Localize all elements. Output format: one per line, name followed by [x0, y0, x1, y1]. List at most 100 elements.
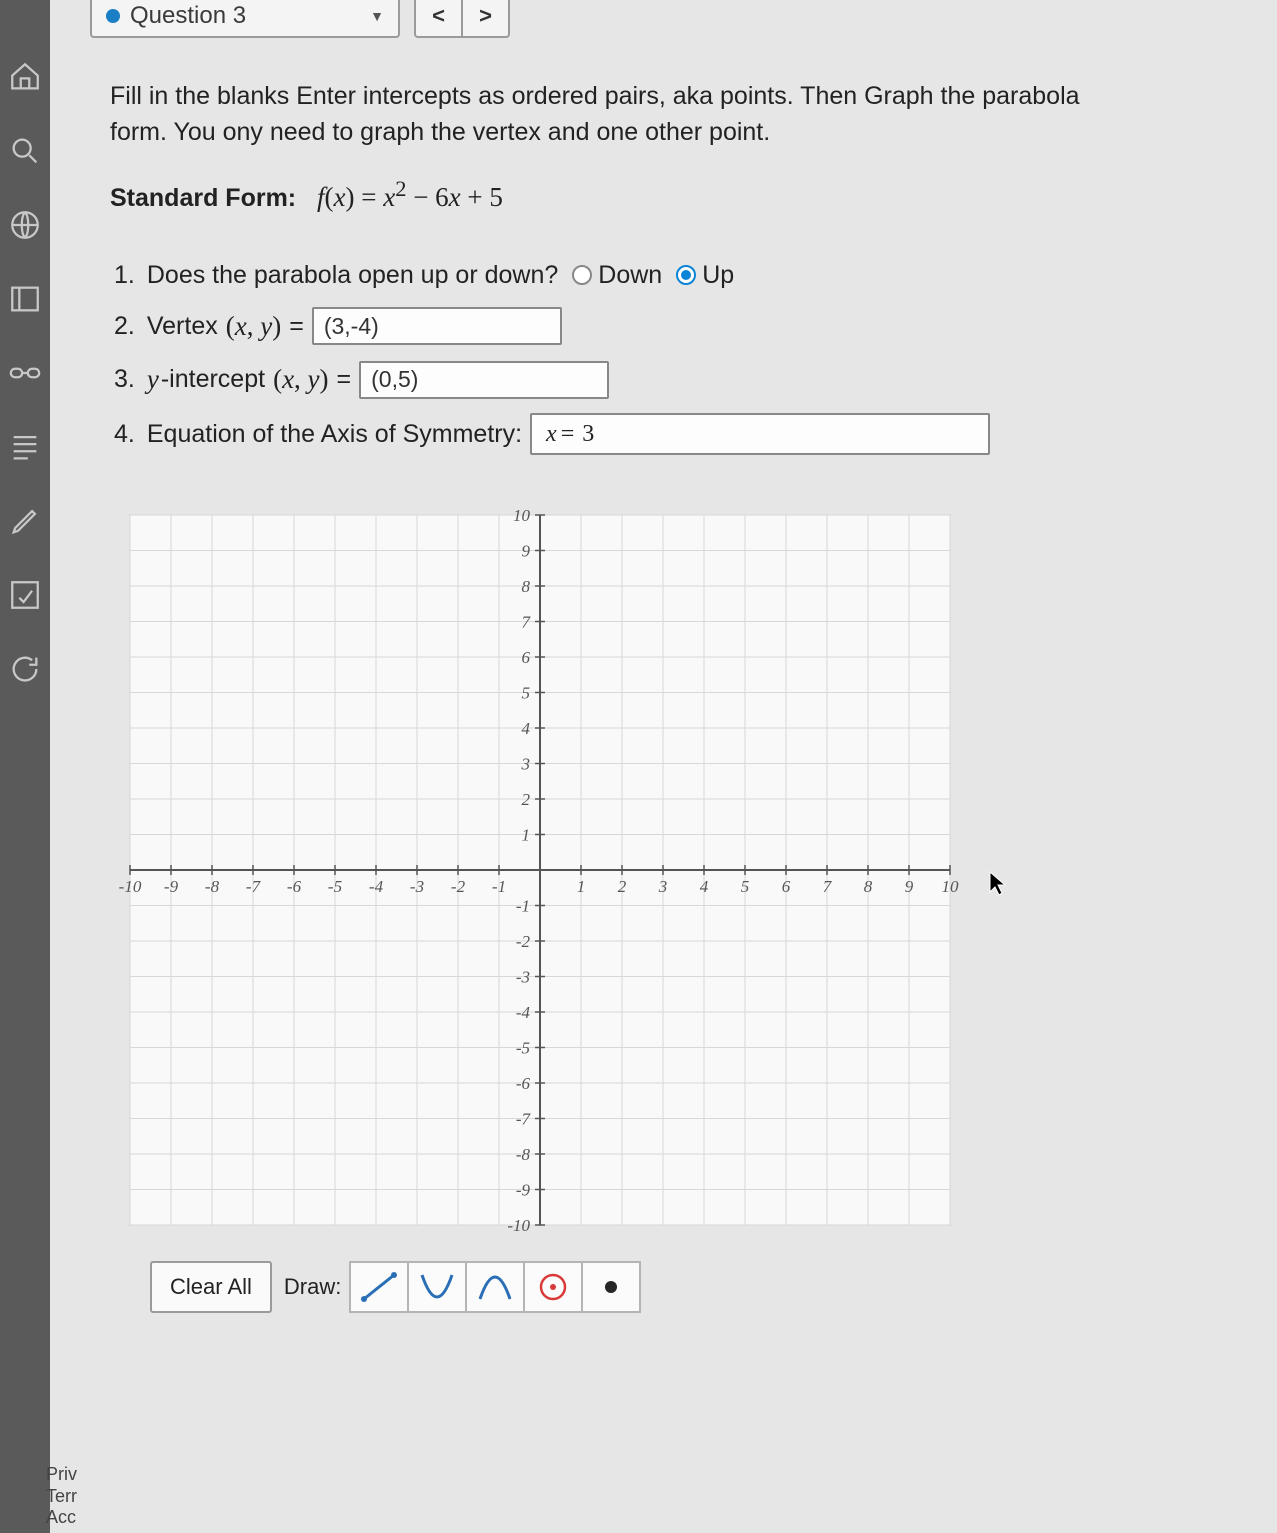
radio-up-label: Up	[702, 257, 734, 293]
instructions-line2: form. You ony need to graph the vertex a…	[110, 118, 770, 146]
prev-question-button[interactable]: <	[414, 0, 462, 38]
standard-form-expr: f(x) = x2 − 6x + 5	[317, 182, 503, 212]
q2-xy: (x, y)	[226, 307, 281, 346]
tool-open-point[interactable]	[523, 1261, 583, 1313]
tool-closed-point[interactable]	[581, 1261, 641, 1313]
caret-down-icon: ▼	[370, 8, 384, 24]
graph-area[interactable]: -10-9-8-7-6-5-4-3-2-112345678910-10-9-8-…	[100, 485, 1257, 1255]
yintercept-input[interactable]: (0,5)	[359, 361, 609, 399]
svg-text:10: 10	[942, 877, 960, 896]
q3-eq: =	[337, 361, 352, 397]
footer-cut-labels: Priv Terr Acc	[46, 1464, 77, 1529]
draw-toolbar: Clear All Draw:	[150, 1261, 1257, 1313]
tool-parabola-up[interactable]	[407, 1261, 467, 1313]
svg-text:-2: -2	[516, 932, 531, 951]
draw-label: Draw:	[284, 1261, 351, 1313]
svg-text:8: 8	[522, 577, 531, 596]
svg-text:2: 2	[522, 790, 531, 809]
instructions-line1: Fill in the blanks Enter intercepts as o…	[110, 82, 1080, 110]
svg-text:-5: -5	[328, 877, 342, 896]
rail-refresh-icon[interactable]	[8, 652, 42, 686]
q1-num: 1.	[114, 257, 135, 293]
svg-text:-3: -3	[516, 968, 530, 987]
question-body: Fill in the blanks Enter intercepts as o…	[50, 48, 1277, 1313]
q3-yintercept: 3. y-intercept (x, y) = (0,5)	[114, 360, 1257, 399]
coordinate-grid[interactable]: -10-9-8-7-6-5-4-3-2-112345678910-10-9-8-…	[100, 485, 980, 1255]
svg-text:-9: -9	[516, 1181, 531, 1200]
rail-home-icon[interactable]	[8, 60, 42, 94]
svg-text:2: 2	[618, 877, 627, 896]
svg-text:3: 3	[658, 877, 668, 896]
q4-label: Equation of the Axis of Symmetry:	[147, 416, 522, 452]
svg-text:3: 3	[521, 755, 531, 774]
svg-text:-4: -4	[516, 1003, 531, 1022]
question-status-dot	[106, 9, 120, 23]
standard-form-label: Standard Form:	[110, 184, 296, 212]
q4-axis-symmetry: 4. Equation of the Axis of Symmetry: x=3	[114, 413, 1257, 455]
svg-text:9: 9	[905, 877, 914, 896]
svg-text:6: 6	[522, 648, 531, 667]
rail-globe-icon[interactable]	[8, 208, 42, 242]
instructions: Fill in the blanks Enter intercepts as o…	[110, 78, 1257, 151]
footer-acc: Acc	[46, 1507, 77, 1529]
svg-text:-3: -3	[410, 877, 424, 896]
q1-text: Does the parabola open up or down?	[147, 257, 558, 293]
q2-vertex: 2. Vertex (x, y) = (3,-4)	[114, 307, 1257, 346]
question-header: Question 3 ▼ < >	[50, 0, 1277, 48]
question-selector[interactable]: Question 3 ▼	[90, 0, 400, 38]
rail-list-icon[interactable]	[8, 430, 42, 464]
vertex-input[interactable]: (3,-4)	[312, 307, 562, 345]
svg-text:-8: -8	[205, 877, 220, 896]
q3-label: y	[147, 360, 159, 399]
rail-panel-icon[interactable]	[8, 282, 42, 316]
svg-text:-9: -9	[164, 877, 179, 896]
svg-text:-1: -1	[516, 897, 530, 916]
footer-terr: Terr	[46, 1486, 77, 1508]
svg-text:-10: -10	[119, 877, 142, 896]
radio-down-label: Down	[598, 257, 662, 293]
axis-symmetry-input[interactable]: x=3	[530, 413, 990, 455]
svg-text:5: 5	[741, 877, 750, 896]
svg-text:5: 5	[522, 684, 531, 703]
svg-text:-10: -10	[507, 1216, 530, 1235]
radio-up[interactable]	[676, 265, 696, 285]
svg-text:-5: -5	[516, 1039, 530, 1058]
standard-form: Standard Form: f(x) = x2 − 6x + 5	[110, 173, 1257, 217]
rail-pencil-icon[interactable]	[8, 504, 42, 538]
next-question-button[interactable]: >	[462, 0, 510, 38]
svg-text:-2: -2	[451, 877, 466, 896]
q1-open-direction: 1. Does the parabola open up or down? Do…	[114, 257, 1257, 293]
svg-text:10: 10	[513, 506, 531, 525]
svg-text:8: 8	[864, 877, 873, 896]
tool-line[interactable]	[349, 1261, 409, 1313]
tool-parabola-down[interactable]	[465, 1261, 525, 1313]
svg-text:1: 1	[577, 877, 586, 896]
footer-priv: Priv	[46, 1464, 77, 1486]
svg-text:-8: -8	[516, 1145, 531, 1164]
q2-eq: =	[289, 308, 304, 344]
rail-link-icon[interactable]	[8, 356, 42, 390]
svg-text:-6: -6	[287, 877, 302, 896]
clear-all-button[interactable]: Clear All	[150, 1261, 272, 1313]
q3-num: 3.	[114, 361, 135, 397]
rail-edit-icon[interactable]	[8, 578, 42, 612]
tool-rail	[0, 0, 50, 1533]
svg-text:-7: -7	[246, 877, 262, 896]
radio-down[interactable]	[572, 265, 592, 285]
svg-text:1: 1	[522, 826, 531, 845]
q2-label: Vertex	[147, 308, 218, 344]
svg-text:9: 9	[522, 542, 531, 561]
svg-text:-7: -7	[516, 1110, 532, 1129]
q4-num: 4.	[114, 416, 135, 452]
q2-num: 2.	[114, 308, 135, 344]
svg-text:-1: -1	[492, 877, 506, 896]
svg-text:6: 6	[782, 877, 791, 896]
svg-text:4: 4	[522, 719, 531, 738]
svg-text:-6: -6	[516, 1074, 531, 1093]
rail-search-icon[interactable]	[8, 134, 42, 168]
question-label: Question 3	[130, 2, 246, 30]
q3-xy: (x, y)	[273, 360, 328, 399]
svg-text:-4: -4	[369, 877, 384, 896]
q3-label-text: -intercept	[161, 361, 265, 397]
content-area: Question 3 ▼ < > Fill in the blanks Ente…	[50, 0, 1277, 1533]
